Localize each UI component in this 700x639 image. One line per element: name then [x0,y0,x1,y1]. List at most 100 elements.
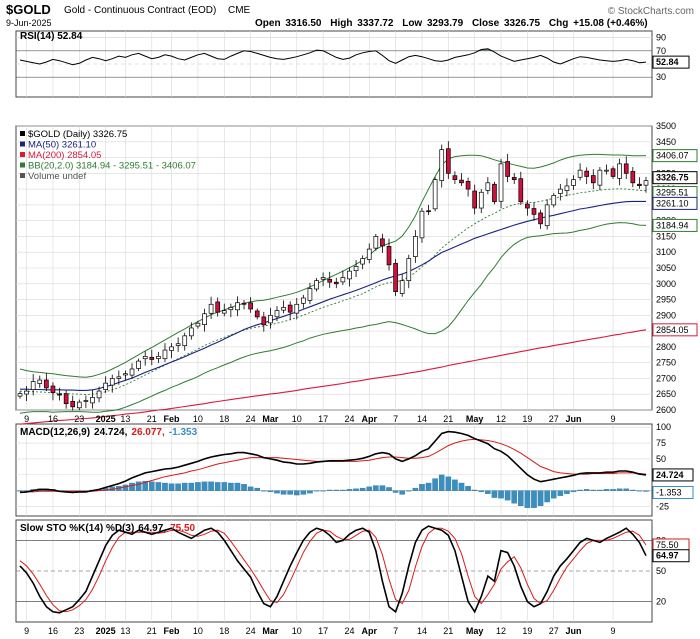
macd-histogram-bar [544,490,550,503]
x-tick-label: Apr [361,414,377,424]
sto-title-part: 64.97, [138,523,166,534]
y-tick-label: 3500 [656,121,676,131]
macd-histogram-bar [616,488,623,491]
macd-histogram-bar [293,490,300,496]
x-tick-label: 10 [292,414,302,424]
candle-up [294,303,300,314]
price-label-box [652,196,698,210]
candle-up [268,314,273,324]
candle-up [643,180,649,186]
y-tick-label: 2650 [656,389,676,399]
legend-entry: BB(20,2.0) 3184.94 - 3295.51 - 3406.07 [28,161,196,172]
x-tick-label: 24 [246,626,256,636]
x-tick-label: 9 [611,626,616,636]
macd-histogram-bar [405,490,412,492]
x-tick-label: 12 [496,626,506,636]
sto-title-part: 75.50 [170,523,195,534]
macd-line [19,430,647,494]
x-tick-label: 16 [48,414,58,424]
candle-down [386,246,392,266]
y-tick-label: 3050 [656,263,676,273]
x-tick-label: Feb [164,626,181,636]
candle-up [406,258,412,281]
x-tick-label: 7 [393,414,398,424]
x-tick-label: Feb [164,414,181,424]
y-tick-label: 2950 [656,295,676,305]
macd-histogram-bar [478,490,485,493]
candle-up [188,327,194,337]
candle-up [307,288,313,301]
y-tick-label: -25 [656,501,669,511]
candle-up [314,280,319,290]
high-value: 3337.72 [357,18,394,29]
candle-up [123,373,128,376]
candle-down [241,302,247,305]
macd-histogram-bar [524,490,531,508]
price-label-box [652,323,698,337]
macd-signal-line [20,438,647,493]
panel-frame [15,423,653,517]
x-tick-label: 24 [344,626,354,636]
macd-histogram-bar [636,490,643,492]
candle-up [320,277,326,280]
x-tick-label: May [466,414,484,424]
macd-histogram-bar [274,490,280,494]
macd-histogram-bar [228,482,234,491]
legend-entry: MA(200) 2854.05 [28,150,101,161]
x-tick-label: 21 [443,414,453,424]
rsi-overbought-fill [487,48,495,51]
macd-histogram-bar [366,486,373,491]
rsi-title: RSI(14) 52.84 [20,31,83,42]
candle-up [340,277,346,283]
candle-up [485,182,491,191]
candle-up [235,302,240,311]
x-tick-label: Mar [262,626,279,636]
y-tick-label: 100 [656,422,671,432]
candle-up [478,191,484,209]
candle-up [162,349,168,360]
macd-histogram-bar [234,482,241,491]
macd-histogram-bar [313,490,320,492]
y-tick-label: 2800 [656,342,676,352]
sto-d-last-label: 75.50 [656,540,679,550]
candle-down [472,190,478,209]
candle-down [380,238,385,247]
macd-histogram-bar [359,487,366,491]
legend-swatch [20,173,25,178]
x-tick-label: 18 [219,414,229,424]
candle-up [373,236,379,249]
ma200-line [19,329,647,425]
x-tick-label: 10 [193,414,203,424]
x-tick-label: 10 [292,626,302,636]
x-tick-label: 21 [147,414,157,424]
legend-swatch [20,152,25,157]
macd-histogram-bar [181,482,188,491]
macd-histogram-bar [537,490,544,506]
candle-up [301,297,306,304]
candle-up [76,401,82,409]
candle-down [287,304,293,313]
x-tick-label: 19 [522,414,532,424]
macd-histogram-bar [623,488,630,491]
candle-up [156,356,161,359]
y-tick-label: 2600 [656,405,676,415]
y-tick-label: 3100 [656,247,676,257]
macd-histogram-bar [208,481,214,491]
candle-up [439,149,445,181]
x-tick-label: Apr [361,626,377,636]
candle-down [254,310,260,318]
bb-middle-line [19,188,647,395]
bb-lower-line [19,222,647,414]
x-tick-label: 16 [48,626,58,636]
price-label-box [652,149,698,163]
macd-histogram-bar [432,478,438,491]
y-tick-label: 3000 [656,279,676,289]
macd-histogram-bar [419,484,425,491]
x-tick-label: 12 [496,414,506,424]
macd-histogram-bar [392,490,399,493]
macd-histogram-bar [241,484,247,491]
macd-histogram-bar [577,489,583,491]
x-tick-label: Mar [262,414,279,424]
y-tick-label: 70 [656,46,666,56]
